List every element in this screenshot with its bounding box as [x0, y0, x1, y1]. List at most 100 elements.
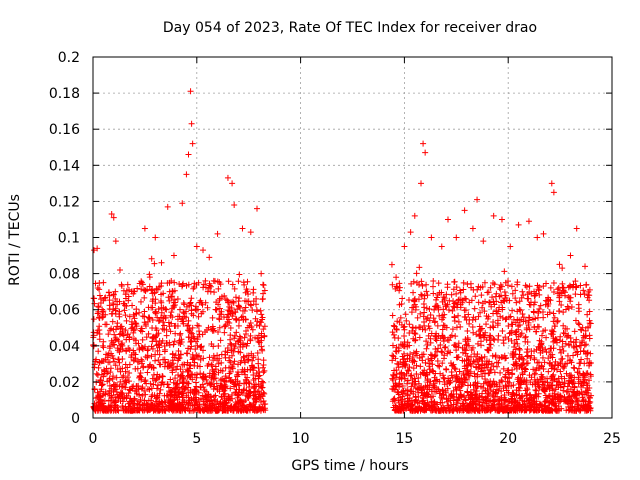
data-point [406, 355, 413, 362]
data-point [128, 398, 135, 405]
data-point [582, 263, 589, 270]
data-point [421, 295, 428, 302]
data-point [97, 299, 104, 306]
x-tick-label: 10 [292, 431, 310, 447]
data-point [490, 363, 497, 370]
data-point [426, 306, 433, 313]
data-point [517, 374, 524, 381]
data-point [106, 292, 113, 299]
data-point [395, 391, 402, 398]
data-point [260, 281, 267, 288]
data-point [554, 286, 561, 293]
data-point [218, 359, 225, 366]
data-point [218, 308, 225, 315]
data-point [453, 234, 460, 241]
data-point [244, 407, 251, 414]
data-point [401, 360, 408, 367]
data-point [407, 401, 414, 408]
data-point [105, 289, 112, 296]
data-point [573, 336, 580, 343]
data-point [152, 234, 159, 241]
data-point [177, 341, 184, 348]
data-point [503, 354, 510, 361]
data-point [90, 341, 97, 348]
data-point [456, 405, 463, 412]
data-point [156, 390, 163, 397]
data-point [414, 399, 421, 406]
data-point [502, 279, 509, 286]
data-point [110, 355, 117, 362]
data-point [434, 294, 441, 301]
data-point [562, 340, 569, 347]
data-point [166, 297, 173, 304]
data-point [141, 319, 148, 326]
data-point [499, 304, 506, 311]
data-point [530, 309, 537, 316]
y-tick-label: 0.02 [49, 375, 80, 391]
data-point [491, 281, 498, 288]
data-point [219, 403, 226, 410]
data-point [232, 404, 239, 411]
data-point [549, 385, 556, 392]
data-point [481, 364, 488, 371]
data-point [389, 385, 396, 392]
data-point [394, 360, 401, 367]
data-point [187, 374, 194, 381]
data-point [574, 348, 581, 355]
data-point [408, 309, 415, 316]
data-point [122, 302, 129, 309]
data-point [245, 298, 252, 305]
data-point [531, 400, 538, 407]
data-point [201, 387, 208, 394]
data-point [494, 322, 501, 329]
data-point [389, 329, 396, 336]
axis-ticks [92, 56, 613, 419]
data-point [187, 299, 194, 306]
data-point [153, 338, 160, 345]
data-point [195, 352, 202, 359]
data-point [191, 335, 198, 342]
data-point [170, 341, 177, 348]
data-point [133, 323, 140, 330]
data-point [570, 352, 577, 359]
data-point [389, 377, 396, 384]
data-point [560, 322, 567, 329]
data-point [539, 381, 546, 388]
data-point [251, 407, 258, 414]
data-point [170, 252, 177, 259]
data-point [435, 345, 442, 352]
data-point [571, 384, 578, 391]
data-point [480, 384, 487, 391]
data-point [420, 140, 427, 147]
data-point [486, 332, 493, 339]
data-point [229, 352, 236, 359]
data-point [141, 378, 148, 385]
data-point [531, 371, 538, 378]
data-point [471, 305, 478, 312]
data-point [564, 352, 571, 359]
data-point [416, 264, 423, 271]
data-point [576, 321, 583, 328]
data-point [124, 331, 131, 338]
data-point [90, 404, 97, 411]
data-point [145, 314, 152, 321]
data-point [216, 315, 223, 322]
data-point [579, 339, 586, 346]
data-point [222, 323, 229, 330]
data-point [430, 283, 437, 290]
data-point [110, 341, 117, 348]
data-point [166, 362, 173, 369]
data-point [91, 364, 98, 371]
data-point [149, 334, 156, 341]
data-point [193, 396, 200, 403]
data-point [478, 292, 485, 299]
data-point [541, 385, 548, 392]
data-point [560, 309, 567, 316]
data-point [171, 338, 178, 345]
data-point [390, 353, 397, 360]
data-point [470, 358, 477, 365]
data-point [420, 319, 427, 326]
data-point [184, 350, 191, 357]
data-point [421, 389, 428, 396]
